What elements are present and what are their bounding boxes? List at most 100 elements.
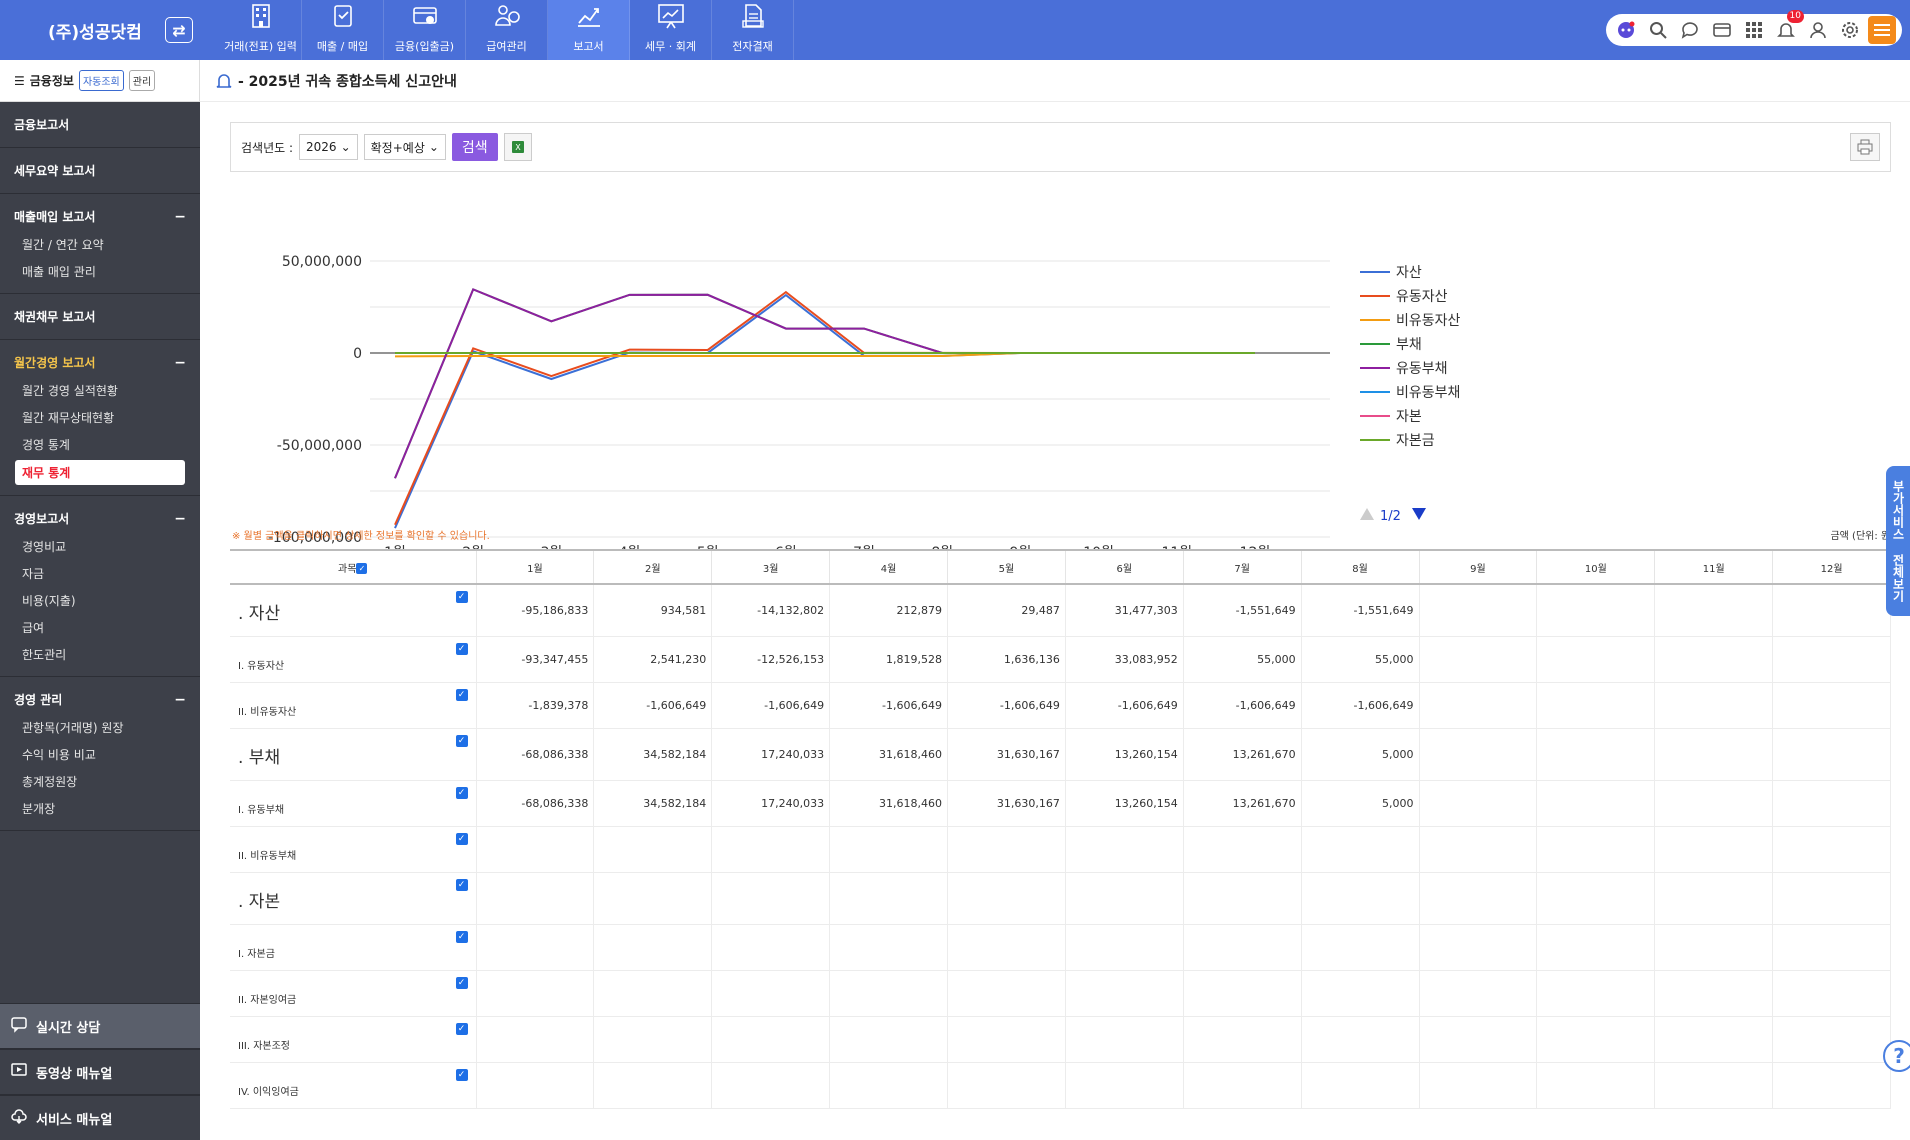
sidebar-section-title[interactable]: 매출매입 보고서 − bbox=[0, 202, 200, 231]
amount-cell[interactable]: 31,477,303 bbox=[1065, 584, 1184, 637]
amount-cell[interactable] bbox=[1419, 1062, 1538, 1109]
amount-cell[interactable]: -1,551,649 bbox=[1301, 584, 1420, 637]
amount-cell[interactable] bbox=[1419, 728, 1538, 781]
amount-cell[interactable]: -1,606,649 bbox=[1183, 682, 1302, 729]
amount-cell[interactable] bbox=[711, 872, 831, 925]
row-checkbox[interactable]: ✓ bbox=[455, 591, 468, 603]
topnav-item-5[interactable]: 세무 · 회계 bbox=[630, 0, 712, 60]
amount-cell[interactable] bbox=[1065, 1062, 1184, 1109]
amount-cell[interactable] bbox=[476, 872, 595, 925]
year-select[interactable]: 2026 ⌄ bbox=[299, 134, 358, 160]
amount-cell[interactable] bbox=[1183, 872, 1302, 925]
collapse-icon[interactable]: − bbox=[174, 510, 186, 527]
excel-icon[interactable]: X bbox=[503, 133, 532, 161]
sidebar-section-title[interactable]: 채권채무 보고서 bbox=[0, 302, 200, 331]
amount-cell[interactable]: -1,606,649 bbox=[1301, 682, 1420, 729]
amount-cell[interactable] bbox=[1419, 780, 1538, 827]
apps-grid-icon[interactable] bbox=[1740, 16, 1768, 44]
amount-cell[interactable] bbox=[1654, 682, 1774, 729]
amount-cell[interactable] bbox=[711, 826, 831, 873]
amount-cell[interactable] bbox=[1536, 728, 1656, 781]
amount-cell[interactable]: 212,879 bbox=[829, 584, 948, 637]
amount-cell[interactable] bbox=[829, 872, 948, 925]
row-checkbox[interactable]: ✓ bbox=[455, 976, 468, 989]
amount-cell[interactable] bbox=[1536, 636, 1656, 683]
amount-cell[interactable]: 31,618,460 bbox=[829, 728, 948, 781]
amount-cell[interactable] bbox=[1536, 872, 1656, 925]
chatbot-icon[interactable] bbox=[1612, 16, 1640, 44]
gear-icon[interactable] bbox=[1836, 16, 1864, 44]
row-checkbox[interactable]: ✓ bbox=[455, 832, 468, 845]
amount-cell[interactable] bbox=[711, 1016, 831, 1063]
amount-cell[interactable] bbox=[1301, 872, 1420, 925]
amount-cell[interactable] bbox=[1419, 970, 1538, 1017]
amount-cell[interactable] bbox=[1536, 1062, 1656, 1109]
sidebar-bottom-item[interactable]: 서비스 매뉴얼 bbox=[0, 1095, 200, 1140]
amount-cell[interactable]: 34,582,184 bbox=[593, 728, 713, 781]
amount-cell[interactable] bbox=[1065, 826, 1184, 873]
sidebar-bottom-item[interactable]: 실시간 상담 bbox=[0, 1003, 200, 1049]
amount-cell[interactable]: 17,240,033 bbox=[711, 780, 831, 827]
amount-cell[interactable] bbox=[947, 1062, 1066, 1109]
amount-cell[interactable]: 5,000 bbox=[1301, 780, 1420, 827]
amount-cell[interactable] bbox=[947, 1016, 1066, 1063]
help-icon[interactable]: ? bbox=[1883, 1040, 1910, 1072]
amount-cell[interactable]: 13,261,670 bbox=[1183, 728, 1302, 781]
amount-cell[interactable] bbox=[1183, 970, 1302, 1017]
amount-cell[interactable] bbox=[711, 924, 831, 971]
topnav-item-6[interactable]: 전자결재 bbox=[712, 0, 794, 60]
amount-cell[interactable] bbox=[476, 1016, 595, 1063]
sidebar-section-title[interactable]: 경영 관리 − bbox=[0, 685, 200, 714]
amount-cell[interactable] bbox=[1536, 1016, 1656, 1063]
sidebar-item[interactable]: 월간 경영 실적현황 bbox=[22, 384, 118, 398]
swap-icon[interactable]: ⇄ bbox=[165, 17, 193, 43]
amount-cell[interactable] bbox=[1772, 636, 1891, 683]
amount-cell[interactable] bbox=[1301, 970, 1420, 1017]
amount-cell[interactable] bbox=[1419, 682, 1538, 729]
row-checkbox[interactable]: ✓ bbox=[455, 734, 468, 747]
sidebar-item[interactable]: 관항목(거래명) 원장 bbox=[22, 721, 124, 735]
collapse-icon[interactable]: − bbox=[174, 208, 186, 225]
amount-cell[interactable]: 13,260,154 bbox=[1065, 780, 1184, 827]
select-all-checkbox[interactable]: ✓ bbox=[356, 563, 368, 574]
user-icon[interactable] bbox=[1804, 16, 1832, 44]
amount-cell[interactable] bbox=[593, 924, 713, 971]
amount-cell[interactable] bbox=[1772, 924, 1891, 971]
amount-cell[interactable] bbox=[1772, 780, 1891, 827]
amount-cell[interactable]: 31,618,460 bbox=[829, 780, 948, 827]
amount-cell[interactable] bbox=[947, 924, 1066, 971]
wallet-icon[interactable] bbox=[1708, 16, 1736, 44]
amount-cell[interactable]: -1,606,649 bbox=[711, 682, 831, 729]
topnav-item-2[interactable]: 금융(입출금) bbox=[384, 0, 466, 60]
amount-cell[interactable] bbox=[1654, 1016, 1774, 1063]
printer-icon[interactable] bbox=[1850, 133, 1880, 161]
amount-cell[interactable] bbox=[1772, 826, 1891, 873]
amount-cell[interactable] bbox=[1654, 970, 1774, 1017]
sidebar-item[interactable]: 수익 비용 비교 bbox=[22, 748, 96, 762]
amount-cell[interactable] bbox=[593, 1016, 713, 1063]
sidebar-section-title[interactable]: 경영보고서 − bbox=[0, 504, 200, 533]
amount-cell[interactable] bbox=[1654, 1062, 1774, 1109]
amount-cell[interactable] bbox=[476, 826, 595, 873]
amount-cell[interactable] bbox=[1772, 970, 1891, 1017]
search-button[interactable]: 검색 bbox=[451, 133, 498, 161]
amount-cell[interactable] bbox=[1419, 872, 1538, 925]
sidebar-item[interactable]: 한도관리 bbox=[22, 648, 67, 662]
sidebar-section-title[interactable]: 금융보고서 bbox=[0, 110, 200, 139]
amount-cell[interactable] bbox=[947, 826, 1066, 873]
amount-cell[interactable]: 55,000 bbox=[1183, 636, 1302, 683]
amount-cell[interactable] bbox=[1183, 1016, 1302, 1063]
sidebar-item[interactable]: 비용(지출) bbox=[22, 594, 76, 608]
amount-cell[interactable]: -1,839,378 bbox=[476, 682, 595, 729]
auto-query-button[interactable]: 자동조회 bbox=[78, 70, 124, 91]
amount-cell[interactable] bbox=[829, 970, 948, 1017]
row-checkbox[interactable]: ✓ bbox=[455, 688, 468, 701]
topnav-item-0[interactable]: 거래(전표) 입력 bbox=[220, 0, 302, 60]
amount-cell[interactable]: 31,630,167 bbox=[947, 728, 1066, 781]
amount-cell[interactable] bbox=[947, 970, 1066, 1017]
amount-cell[interactable]: -12,526,153 bbox=[711, 636, 831, 683]
amount-cell[interactable]: 1,636,136 bbox=[947, 636, 1066, 683]
amount-cell[interactable] bbox=[1419, 1016, 1538, 1063]
amount-cell[interactable] bbox=[1654, 584, 1774, 637]
amount-cell[interactable] bbox=[1772, 728, 1891, 781]
